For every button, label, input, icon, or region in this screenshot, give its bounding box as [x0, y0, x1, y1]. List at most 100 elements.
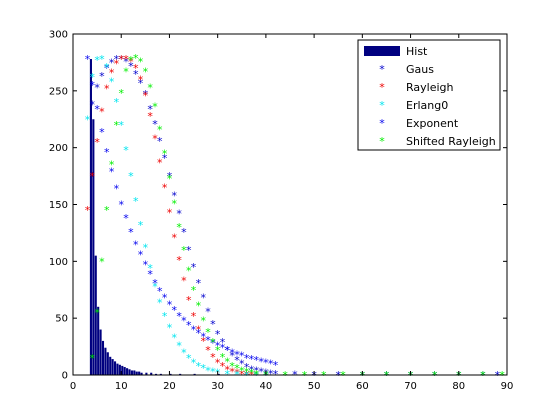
- series-point: *: [172, 231, 178, 244]
- series-point: *: [162, 181, 168, 194]
- series-point: *: [225, 344, 231, 357]
- y-tick-label: 250: [49, 86, 68, 97]
- series-point: *: [114, 58, 120, 71]
- series-point: *: [143, 66, 149, 79]
- legend-label: Hist: [406, 45, 428, 58]
- series-point: *: [104, 61, 110, 74]
- hist-bar: [106, 352, 109, 375]
- series-point: *: [239, 368, 245, 381]
- series-point: *: [181, 244, 187, 257]
- series-point: *: [109, 166, 115, 179]
- hist-bar: [89, 59, 92, 376]
- series-point: *: [99, 70, 105, 83]
- series-point: *: [229, 366, 235, 379]
- y-tick-label: 50: [55, 314, 68, 325]
- legend-swatch: [364, 46, 400, 56]
- hist-bar: [154, 373, 158, 375]
- series-point: *: [273, 359, 279, 372]
- series-point: *: [109, 76, 115, 89]
- series-point: *: [215, 344, 221, 357]
- series-point: *: [186, 352, 192, 365]
- series-point: *: [90, 79, 96, 92]
- hist-bar: [94, 255, 97, 375]
- series-point: *: [186, 264, 192, 277]
- series-point: *: [123, 144, 129, 157]
- series-point: *: [225, 368, 231, 381]
- series-point: *: [229, 360, 235, 373]
- hist-bar: [99, 329, 102, 375]
- series-point: *: [191, 310, 197, 323]
- series-point: *: [220, 336, 226, 349]
- series-point: *: [200, 314, 206, 327]
- series-point: *: [114, 53, 120, 66]
- series-point: *: [104, 83, 110, 96]
- series-point: *: [167, 299, 173, 312]
- series-point: *: [157, 135, 163, 148]
- hist-bar: [135, 371, 138, 375]
- series-point: *: [172, 331, 178, 344]
- series-point: *: [234, 362, 240, 375]
- legend-marker: *: [379, 135, 385, 148]
- legend: Hist * Gaus * Rayleigh * Erlang0 * Exponent * Shif…: [357, 39, 501, 151]
- series-point: *: [104, 146, 110, 159]
- series-point: *: [147, 262, 153, 275]
- series-point: *: [128, 55, 134, 68]
- series-point: *: [157, 123, 163, 136]
- series-point: *: [176, 254, 182, 267]
- series-point: *: [196, 360, 202, 373]
- hist-bar: [123, 367, 126, 375]
- series-point: *: [118, 87, 124, 100]
- series-point: *: [172, 189, 178, 202]
- series-point: *: [210, 337, 216, 350]
- series-point: *: [205, 344, 211, 357]
- series-point: *: [249, 353, 255, 366]
- series-point: *: [215, 356, 221, 369]
- series-point: *: [186, 294, 192, 307]
- legend-label: Erlang0: [406, 99, 448, 112]
- series-point: *: [225, 363, 231, 376]
- hist-bar: [133, 370, 136, 375]
- x-tick-label: 70: [404, 381, 417, 392]
- series-point: *: [114, 183, 120, 196]
- series-point: *: [118, 199, 124, 212]
- series-point: *: [90, 352, 96, 365]
- series-point: *: [176, 310, 182, 323]
- series-point: *: [234, 367, 240, 380]
- series-point: *: [167, 321, 173, 334]
- series-point: *: [118, 119, 124, 132]
- hist-bar: [116, 363, 119, 375]
- series-point: *: [253, 368, 259, 381]
- series-point: *: [147, 81, 153, 94]
- hist-bar: [140, 372, 143, 375]
- series-point: *: [118, 53, 124, 66]
- legend-marker: *: [379, 117, 385, 130]
- hist-bar: [150, 372, 153, 375]
- x-tick-label: 30: [211, 381, 224, 392]
- series-point: *: [186, 319, 192, 332]
- series-point: *: [234, 354, 240, 367]
- series-point: *: [138, 249, 144, 262]
- series-point: *: [200, 330, 206, 343]
- hist-bar: [113, 361, 117, 375]
- series-point: *: [94, 136, 100, 149]
- legend-label: Shifted Rayleigh: [406, 135, 496, 148]
- series-point: *: [109, 159, 115, 172]
- hist-bar: [138, 371, 141, 375]
- hist-bar: [179, 373, 182, 375]
- series-point: *: [220, 342, 226, 355]
- legend-label: Gaus: [406, 63, 434, 76]
- series-point: *: [128, 226, 134, 239]
- series-point: *: [253, 364, 259, 377]
- series-point: *: [99, 126, 105, 139]
- series-point: *: [152, 277, 158, 290]
- hist-bar: [217, 373, 220, 375]
- series-point: *: [94, 81, 100, 94]
- series-point: *: [143, 259, 149, 272]
- series-point: *: [99, 53, 105, 66]
- series-point: *: [249, 367, 255, 380]
- series-point: *: [133, 195, 139, 208]
- series-point: *: [162, 152, 168, 165]
- series-point: *: [200, 362, 206, 375]
- series-point: *: [268, 367, 274, 380]
- series-point: *: [114, 96, 120, 109]
